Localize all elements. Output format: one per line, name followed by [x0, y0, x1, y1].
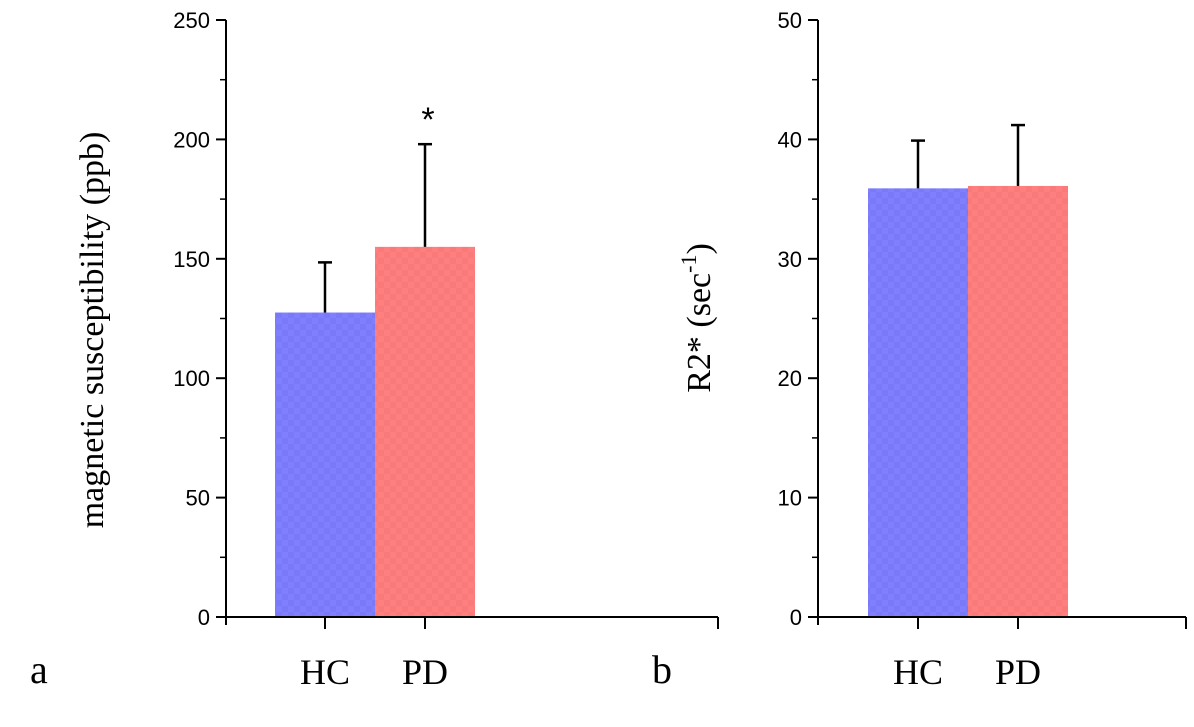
y-tick-label-b-30: 30 — [778, 247, 802, 272]
bar-a-hc — [275, 312, 375, 617]
y-tick-label-b-40: 40 — [778, 127, 802, 152]
y-tick-label-b-50: 50 — [778, 8, 802, 33]
x-tick-label-b-pd: PD — [995, 652, 1041, 692]
y-tick-label-a-100: 100 — [173, 366, 210, 391]
y-axis-label-b: R2* (sec-1) — [676, 243, 718, 393]
bar-b-hc — [868, 188, 968, 617]
significance-marker-a: * — [421, 101, 434, 139]
plot-area-b: 0 10 20 30 40 50 HC PD — [778, 8, 1187, 692]
y-tick-label-b-0: 0 — [790, 605, 802, 630]
plot-area-a: * 0 50 100 150 200 250 HC PD — [173, 8, 719, 692]
x-tick-label-a-pd: PD — [402, 652, 448, 692]
y-tick-label-a-50: 50 — [186, 486, 210, 511]
y-tick-label-b-10: 10 — [778, 486, 802, 511]
y-tick-label-a-250: 250 — [173, 8, 210, 33]
chart-panel-b: R2* (sec-1) b 0 10 20 30 40 50 HC PD — [652, 8, 1187, 692]
y-axis-label-a: magnetic susceptibility (ppb) — [74, 132, 111, 529]
y-axis-label-b-superscript: -1 — [676, 255, 701, 273]
panel-label-b: b — [652, 647, 672, 692]
panel-label-a: a — [30, 647, 48, 692]
y-tick-label-a-0: 0 — [198, 605, 210, 630]
x-tick-label-a-hc: HC — [300, 652, 350, 692]
y-tick-label-b-20: 20 — [778, 366, 802, 391]
x-tick-label-b-hc: HC — [893, 652, 943, 692]
chart-panel-a: magnetic susceptibility (ppb) a * 0 50 100 1… — [30, 8, 719, 692]
y-tick-label-a-200: 200 — [173, 127, 210, 152]
y-tick-label-a-150: 150 — [173, 247, 210, 272]
bar-a-pd — [375, 246, 475, 618]
bar-b-pd — [968, 185, 1068, 617]
